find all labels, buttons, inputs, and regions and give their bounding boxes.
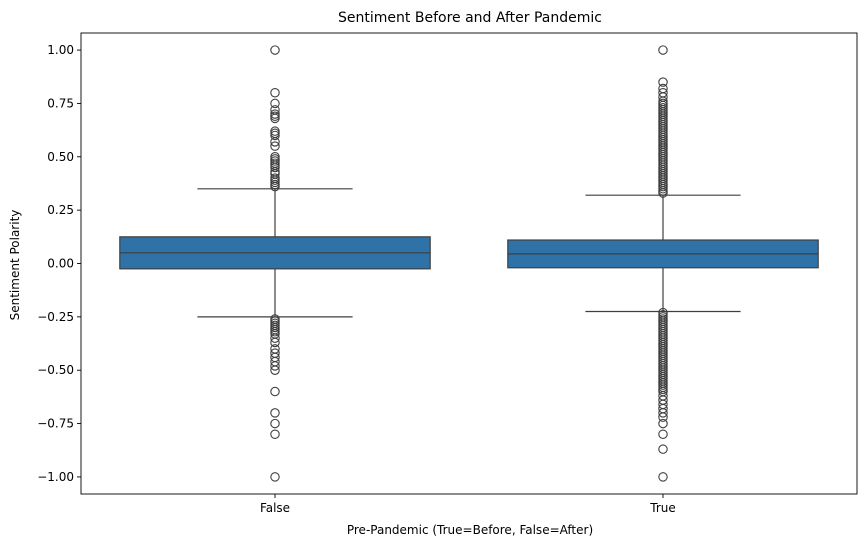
y-tick-label: −0.25: [37, 310, 74, 324]
y-tick-label: −0.50: [37, 363, 74, 377]
outlier-point: [270, 126, 280, 136]
outlier-point: [270, 88, 280, 98]
x-tick-label: False: [260, 501, 290, 515]
outlier-point: [658, 444, 668, 454]
outlier-point: [270, 109, 280, 119]
y-tick-label: 0.50: [47, 150, 74, 164]
outlier-point: [658, 83, 668, 94]
plot-area: −1.00 −0.75 −0.50 −0.25 0.00 0.25 0.50 0.75 1.00…: [37, 32, 858, 515]
box-group-true: [507, 45, 819, 482]
y-tick-label: −0.75: [37, 417, 74, 431]
outlier-point: [658, 418, 668, 429]
outlier-point: [270, 365, 280, 375]
chart-title: Sentiment Before and After Pandemic: [338, 10, 602, 26]
outlier-point: [270, 98, 280, 109]
outlier-point: [270, 105, 280, 115]
y-axis-title: Sentiment Polarity: [8, 210, 22, 321]
y-tick-label: 1.00: [47, 43, 74, 57]
outlier-point: [270, 361, 280, 371]
outlier-point: [658, 412, 668, 422]
outlier-point: [270, 333, 280, 343]
outlier-point: [270, 386, 280, 397]
y-tick-label: −1.00: [37, 470, 74, 484]
box-group-false: [119, 45, 431, 482]
outlier-point: [658, 88, 668, 98]
x-tick-label: True: [649, 501, 676, 515]
outlier-point: [658, 408, 668, 418]
outlier-point: [270, 418, 280, 429]
outlier-point: [270, 472, 280, 482]
outlier-point: [270, 141, 280, 151]
y-tick-label: 0.25: [47, 203, 74, 217]
outlier-point: [270, 128, 280, 139]
outlier-point: [658, 472, 668, 482]
outlier-point: [658, 77, 668, 87]
y-tick-label: 0.00: [47, 257, 74, 271]
outlier-point: [270, 337, 280, 348]
y-tick-label: 0.75: [47, 96, 74, 110]
outlier-point: [270, 408, 280, 418]
outlier-point: [658, 45, 668, 55]
outlier-point: [658, 429, 668, 439]
outlier-point: [270, 45, 280, 55]
outlier-point: [270, 173, 280, 183]
outlier-point: [270, 152, 280, 162]
outlier-point: [270, 429, 280, 439]
x-axis-title: Pre-Pandemic (True=Before, False=After): [347, 523, 593, 537]
